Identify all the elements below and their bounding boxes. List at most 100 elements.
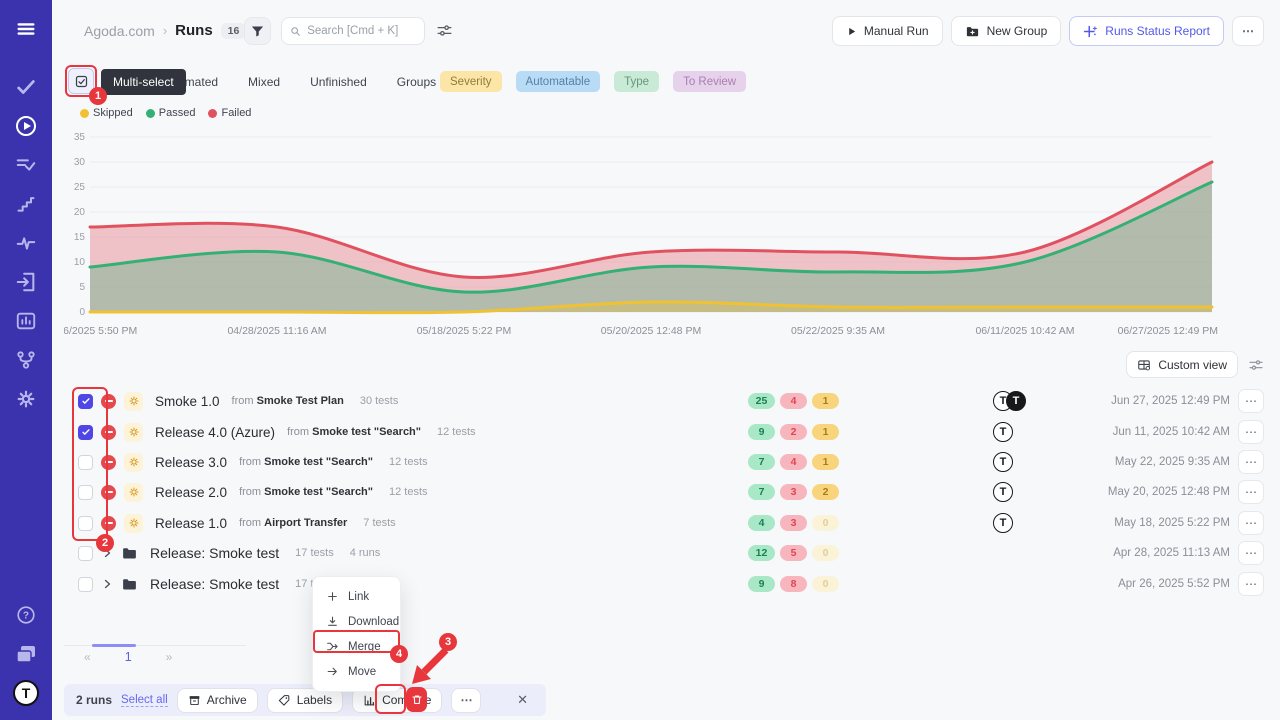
run-title[interactable]: Release 2.0 [155, 485, 227, 500]
breadcrumb: Agoda.com › Runs 16 [84, 22, 246, 39]
pill-to-review[interactable]: To Review [673, 71, 746, 92]
selection-more-button[interactable]: ⋯ [451, 688, 481, 713]
multi-select-button[interactable] [68, 68, 94, 94]
passed-badge: 9 [748, 424, 775, 440]
row-checkbox[interactable] [78, 485, 93, 500]
group-title[interactable]: Release: Smoke test [150, 576, 279, 592]
view-adjustments-icon[interactable] [1248, 357, 1264, 373]
pill-automatable[interactable]: Automatable [516, 71, 601, 92]
skipped-badge: 1 [812, 454, 839, 470]
import-icon[interactable] [13, 269, 39, 295]
row-checkbox[interactable] [78, 577, 93, 592]
run-title[interactable]: Release 1.0 [155, 516, 227, 531]
archive-button[interactable]: Archive [177, 688, 258, 713]
row-more-button[interactable]: ⋯ [1238, 420, 1264, 444]
row-more-button[interactable]: ⋯ [1238, 389, 1264, 413]
row-more-button[interactable]: ⋯ [1238, 480, 1264, 504]
table-row[interactable]: Release 4.0 (Azure) from Smoke test "Sea… [64, 417, 1264, 447]
run-title[interactable]: Smoke 1.0 [155, 394, 220, 409]
tab-unfinished[interactable]: Unfinished [310, 75, 367, 89]
select-all-link[interactable]: Select all [121, 694, 168, 707]
run-source[interactable]: Smoke test "Search" [264, 486, 373, 498]
run-title[interactable]: Release 4.0 (Azure) [155, 425, 275, 440]
help-icon[interactable]: ? [13, 602, 39, 628]
avatar[interactable]: T [993, 513, 1013, 533]
table-row[interactable]: Release 1.0 from Airport Transfer 7 test… [64, 508, 1264, 538]
search-box[interactable] [281, 17, 425, 45]
close-icon[interactable]: ✕ [511, 690, 534, 710]
remove-run-icon[interactable] [101, 485, 116, 500]
row-more-button[interactable]: ⋯ [1238, 511, 1264, 535]
run-spark-icon [124, 423, 143, 442]
new-group-button[interactable]: New Group [951, 16, 1062, 46]
expand-chevron-icon[interactable] [101, 578, 113, 590]
arrow-right-icon [326, 665, 339, 678]
run-source[interactable]: Smoke Test Plan [257, 395, 344, 407]
menu-item-label: Move [348, 666, 376, 678]
group-row[interactable]: Release: Smoke test 17 tests 7 runs 9 8 … [64, 569, 1264, 599]
branches-icon[interactable] [13, 347, 39, 373]
table-row[interactable]: Release 3.0 from Smoke test "Search" 12 … [64, 447, 1264, 477]
row-more-button[interactable]: ⋯ [1238, 450, 1264, 474]
custom-view-button[interactable]: Custom view [1126, 351, 1238, 378]
menu-item-link[interactable]: Link [313, 584, 400, 609]
failed-dot [208, 109, 217, 118]
pagination-prev[interactable]: « [78, 650, 97, 664]
adjustments-icon[interactable] [436, 22, 453, 39]
table-row[interactable]: Smoke 1.0 from Smoke Test Plan 30 tests … [64, 386, 1264, 416]
breadcrumb-project[interactable]: Agoda.com [84, 23, 155, 39]
selection-count: 2 runs [76, 693, 112, 707]
avatar[interactable]: T [993, 422, 1013, 442]
menu-item-move[interactable]: Move [313, 659, 400, 684]
avatar[interactable]: T [1006, 391, 1026, 411]
group-title[interactable]: Release: Smoke test [150, 545, 279, 561]
avatar[interactable]: T [993, 452, 1013, 472]
tab-mixed[interactable]: Mixed [248, 75, 280, 89]
failed-badge: 3 [780, 515, 807, 531]
row-checkbox[interactable] [78, 455, 93, 470]
manual-run-button[interactable]: Manual Run [832, 16, 943, 46]
remove-run-icon[interactable] [101, 394, 116, 409]
runs-status-report-button[interactable]: Runs Status Report [1069, 16, 1224, 46]
run-source[interactable]: Smoke test "Search" [312, 426, 421, 438]
settings-gear-icon[interactable] [13, 386, 39, 412]
search-input[interactable] [307, 25, 416, 37]
filter-button[interactable] [244, 17, 271, 45]
run-source[interactable]: Airport Transfer [264, 517, 347, 529]
avatar[interactable]: T [993, 482, 1013, 502]
pill-severity[interactable]: Severity [440, 71, 502, 92]
workspace-logo-avatar[interactable]: T [13, 680, 39, 706]
menu-icon[interactable] [13, 16, 39, 42]
tests-check-icon[interactable] [13, 74, 39, 100]
row-checkbox[interactable] [78, 394, 93, 409]
pill-type[interactable]: Type [614, 71, 659, 92]
remove-run-icon[interactable] [101, 425, 116, 440]
menu-item-download[interactable]: Download [313, 609, 400, 634]
analytics-icon[interactable] [13, 308, 39, 334]
menu-item-merge[interactable]: Merge [313, 634, 400, 659]
pulse-icon[interactable] [13, 230, 39, 256]
tab-groups[interactable]: Groups [397, 75, 436, 89]
run-source[interactable]: Smoke test "Search" [264, 456, 373, 468]
pagination-next[interactable]: » [160, 650, 179, 664]
remove-run-icon[interactable] [101, 516, 116, 531]
pagination-page-1[interactable]: 1 [119, 650, 138, 664]
row-checkbox[interactable] [78, 516, 93, 531]
row-checkbox[interactable] [78, 425, 93, 440]
group-row[interactable]: Release: Smoke test 17 tests 4 runs 12 5… [64, 538, 1264, 568]
runs-table: Smoke 1.0 from Smoke Test Plan 30 tests … [64, 385, 1264, 601]
table-row[interactable]: Release 2.0 from Smoke test "Search" 12 … [64, 477, 1264, 507]
steps-icon[interactable] [13, 191, 39, 217]
svg-text:05/18/2025 5:22 PM: 05/18/2025 5:22 PM [417, 325, 512, 337]
projects-folders-icon[interactable] [13, 641, 39, 667]
run-title[interactable]: Release 3.0 [155, 455, 227, 470]
runs-play-circle-icon[interactable] [13, 113, 39, 139]
plans-list-check-icon[interactable] [13, 152, 39, 178]
row-checkbox[interactable] [78, 546, 93, 561]
expand-chevron-icon[interactable] [101, 547, 113, 559]
row-more-button[interactable]: ⋯ [1238, 541, 1264, 565]
runs-status-report-label: Runs Status Report [1105, 24, 1210, 38]
header-more-button[interactable]: ⋯ [1232, 16, 1264, 46]
row-more-button[interactable]: ⋯ [1238, 572, 1264, 596]
remove-run-icon[interactable] [101, 455, 116, 470]
